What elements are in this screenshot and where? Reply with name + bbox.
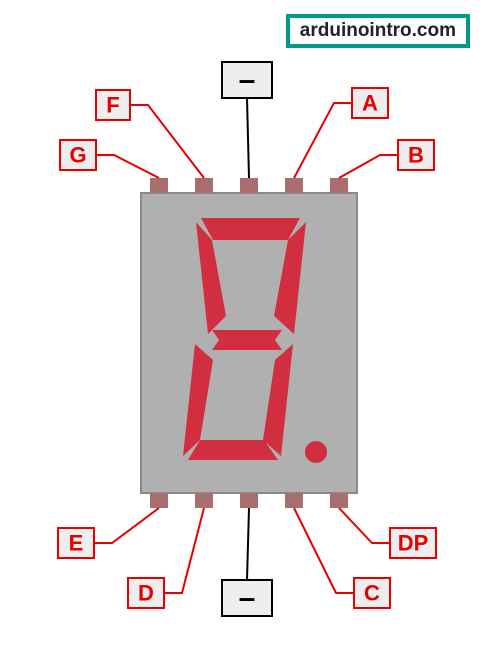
- decimal-point: [305, 441, 327, 463]
- pin-bottom-3: [285, 493, 303, 508]
- pin-top-2: [240, 178, 258, 193]
- label-text-B: B: [408, 143, 424, 168]
- pin-top-4: [330, 178, 348, 193]
- lead-DP: [339, 508, 390, 543]
- lead-C: [294, 508, 354, 593]
- lead-F: [130, 105, 204, 178]
- label-text-F: F: [106, 93, 119, 118]
- pin-bottom-0: [150, 493, 168, 508]
- pin-bottom-1: [195, 493, 213, 508]
- label-text-minus_bot: –: [239, 582, 256, 615]
- label-text-C: C: [364, 581, 380, 606]
- lead-minus_top: [247, 98, 249, 178]
- lead-minus_bot: [247, 508, 249, 580]
- pin-bottom-4: [330, 493, 348, 508]
- lead-E: [94, 508, 159, 543]
- pin-top-1: [195, 178, 213, 193]
- pin-bottom-2: [240, 493, 258, 508]
- label-text-minus_top: –: [239, 64, 256, 97]
- label-text-E: E: [69, 531, 84, 556]
- watermark-box: arduinointro.com: [286, 14, 470, 48]
- seven-segment-diagram: GF – A B E D – C DP: [0, 0, 500, 651]
- segment-g_bot: [212, 340, 282, 350]
- lead-G: [96, 155, 159, 178]
- label-text-DP: DP: [398, 531, 429, 556]
- segment-a: [201, 218, 300, 240]
- lead-B: [339, 155, 398, 178]
- segment-g_top: [212, 330, 282, 340]
- segment-d: [188, 440, 278, 460]
- lead-A: [294, 103, 352, 178]
- pin-top-0: [150, 178, 168, 193]
- lead-D: [164, 508, 204, 593]
- watermark-text: arduinointro.com: [300, 20, 456, 41]
- pin-top-3: [285, 178, 303, 193]
- label-text-D: D: [138, 581, 154, 606]
- label-text-G: G: [69, 143, 86, 168]
- label-text-A: A: [362, 91, 378, 116]
